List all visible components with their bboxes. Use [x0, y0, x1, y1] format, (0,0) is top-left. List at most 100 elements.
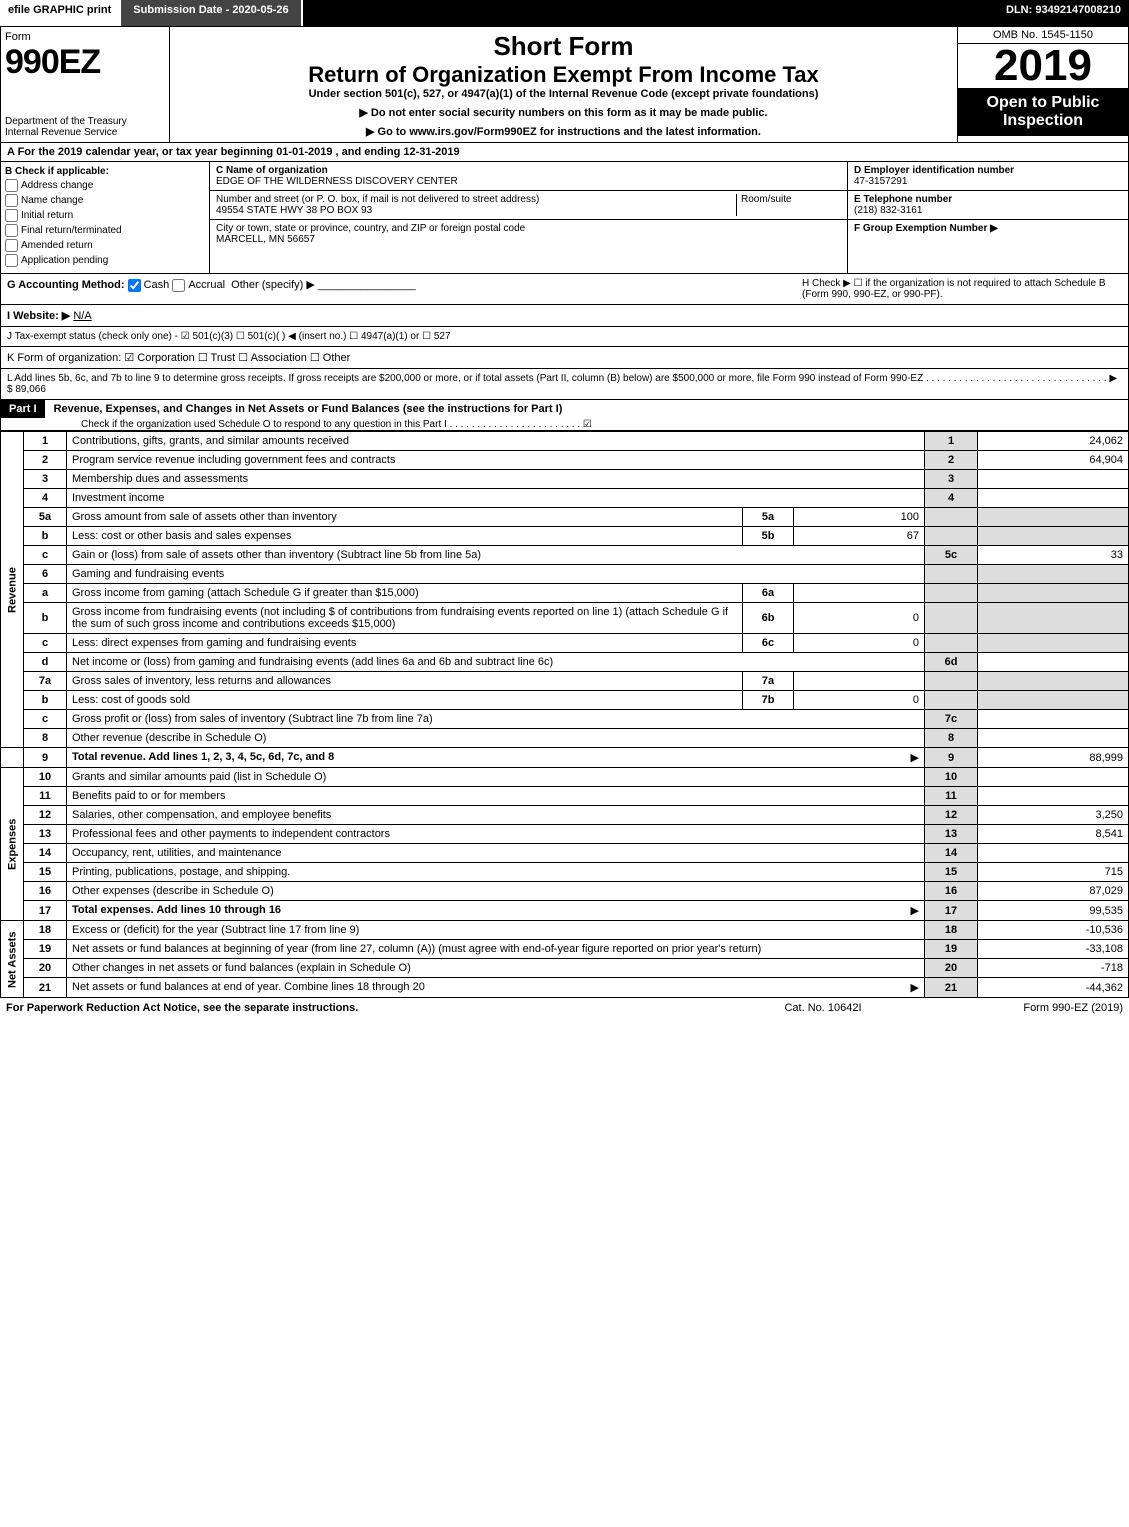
top-bar: efile GRAPHIC print Submission Date - 20… [0, 0, 1129, 26]
ein-value: 47-3157291 [854, 176, 907, 187]
line11-desc: Benefits paid to or for members [67, 787, 925, 806]
short-form-title: Short Form [174, 31, 953, 62]
g-label: G Accounting Method: [7, 279, 125, 291]
header-left: Form 990EZ Department of the Treasury In… [1, 27, 170, 142]
open-inspection: Open to Public Inspection [958, 88, 1128, 136]
tel-value: (218) 832-3161 [854, 205, 922, 216]
line21-amt: -44,362 [978, 978, 1129, 998]
line7a-desc: Gross sales of inventory, less returns a… [67, 672, 743, 691]
line6c-desc: Less: direct expenses from gaming and fu… [67, 634, 743, 653]
part1-bar: Part I [1, 400, 45, 418]
line15-desc: Printing, publications, postage, and shi… [67, 863, 925, 882]
chk-accrual[interactable] [172, 279, 185, 292]
return-title: Return of Organization Exempt From Incom… [174, 62, 953, 88]
tax-year: 2019 [958, 44, 1128, 88]
line12-desc: Salaries, other compensation, and employ… [67, 806, 925, 825]
line10-desc: Grants and similar amounts paid (list in… [67, 768, 925, 787]
line14-desc: Occupancy, rent, utilities, and maintena… [67, 844, 925, 863]
chk-initial-return[interactable]: Initial return [5, 209, 205, 222]
e-tel-label: E Telephone number [854, 194, 952, 205]
line3-amt [978, 470, 1129, 489]
part1-check: Check if the organization used Schedule … [1, 419, 592, 430]
line19-desc: Net assets or fund balances at beginning… [67, 940, 925, 959]
line13-amt: 8,541 [978, 825, 1129, 844]
expenses-section-label: Expenses [1, 768, 24, 921]
line5a-amt: 100 [794, 508, 925, 527]
line6b-desc: Gross income from fundraising events (no… [67, 603, 743, 634]
org-street: 49554 STATE HWY 38 PO BOX 93 [216, 205, 372, 216]
line-i: I Website: ▶ N/A [0, 305, 1129, 327]
line5b-desc: Less: cost or other basis and sales expe… [67, 527, 743, 546]
line12-amt: 3,250 [978, 806, 1129, 825]
line21-desc: Net assets or fund balances at end of ye… [67, 978, 925, 998]
line2-amt: 64,904 [978, 451, 1129, 470]
line16-amt: 87,029 [978, 882, 1129, 901]
part1-title: Revenue, Expenses, and Changes in Net As… [48, 400, 569, 418]
chk-amended-return[interactable]: Amended return [5, 239, 205, 252]
line15-amt: 715 [978, 863, 1129, 882]
header-right: OMB No. 1545-1150 2019 Open to Public In… [957, 27, 1128, 142]
form-table: Revenue 1 Contributions, gifts, grants, … [0, 431, 1129, 998]
line5b-amt: 67 [794, 527, 925, 546]
line-g-h: G Accounting Method: Cash Accrual Other … [0, 274, 1129, 305]
goto-link[interactable]: ▶ Go to www.irs.gov/Form990EZ for instru… [174, 125, 953, 138]
form-word: Form [5, 31, 165, 43]
header-mid: Short Form Return of Organization Exempt… [170, 27, 957, 142]
line19-amt: -33,108 [978, 940, 1129, 959]
line1-desc: Contributions, gifts, grants, and simila… [67, 432, 925, 451]
line4-desc: Investment income [72, 492, 164, 504]
line18-amt: -10,536 [978, 921, 1129, 940]
line6-desc: Gaming and fundraising events [67, 565, 925, 584]
line18-desc: Excess or (deficit) for the year (Subtra… [67, 921, 925, 940]
c-street-label: Number and street (or P. O. box, if mail… [216, 194, 539, 205]
line6b-amt: 0 [794, 603, 925, 634]
efile-label[interactable]: efile GRAPHIC print [0, 0, 119, 26]
f-group-label: F Group Exemption Number ▶ [854, 223, 998, 234]
line5a-desc: Gross amount from sale of assets other t… [67, 508, 743, 527]
section-c: C Name of organization EDGE OF THE WILDE… [210, 162, 847, 273]
revenue-section-label: Revenue [1, 432, 24, 748]
c-name-label: C Name of organization [216, 165, 328, 176]
b-label: B Check if applicable: [5, 166, 109, 177]
chk-cash[interactable] [128, 279, 141, 292]
section-b: B Check if applicable: Address change Na… [1, 162, 210, 273]
line17-desc: Total expenses. Add lines 10 through 16 … [67, 901, 925, 921]
section-a: A For the 2019 calendar year, or tax yea… [0, 143, 1129, 162]
line17-amt: 99,535 [978, 901, 1129, 921]
cat-no: Cat. No. 10642I [723, 1002, 923, 1014]
line-k: K Form of organization: ☑ Corporation ☐ … [0, 347, 1129, 369]
topbar-spacer [303, 0, 998, 26]
line4-amt [978, 489, 1129, 508]
line9-desc: Total revenue. Add lines 1, 2, 3, 4, 5c,… [67, 748, 925, 768]
line7b-amt: 0 [794, 691, 925, 710]
chk-name-change[interactable]: Name change [5, 194, 205, 207]
line20-amt: -718 [978, 959, 1129, 978]
line7c-desc: Gross profit or (loss) from sales of inv… [67, 710, 925, 729]
chk-application-pending[interactable]: Application pending [5, 254, 205, 267]
line8-desc: Other revenue (describe in Schedule O) [67, 729, 925, 748]
i-label: I Website: ▶ [7, 310, 70, 322]
form-number: 990EZ [5, 43, 165, 82]
line9-amt: 88,999 [978, 748, 1129, 768]
c-city-label: City or town, state or province, country… [216, 223, 525, 234]
line2-desc: Program service revenue including govern… [72, 454, 395, 466]
org-city: MARCELL, MN 56657 [216, 234, 315, 245]
under-section: Under section 501(c), 527, or 4947(a)(1)… [174, 88, 953, 100]
line5c-amt: 33 [978, 546, 1129, 565]
line7b-desc: Less: cost of goods sold [67, 691, 743, 710]
line6d-desc: Net income or (loss) from gaming and fun… [67, 653, 925, 672]
irs-label: Internal Revenue Service [5, 127, 127, 138]
line5c-desc: Gain or (loss) from sale of assets other… [67, 546, 925, 565]
form-header: Form 990EZ Department of the Treasury In… [0, 26, 1129, 143]
line6a-desc: Gross income from gaming (attach Schedul… [67, 584, 743, 603]
website-value: N/A [73, 310, 91, 322]
chk-address-change[interactable]: Address change [5, 179, 205, 192]
line3-desc: Membership dues and assessments [72, 473, 248, 485]
paperwork-notice: For Paperwork Reduction Act Notice, see … [6, 1002, 723, 1014]
line-j: J Tax-exempt status (check only one) - ☑… [0, 327, 1129, 347]
chk-final-return[interactable]: Final return/terminated [5, 224, 205, 237]
h-text: H Check ▶ ☐ if the organization is not r… [802, 278, 1122, 300]
org-name: EDGE OF THE WILDERNESS DISCOVERY CENTER [216, 176, 458, 187]
submission-date: Submission Date - 2020-05-26 [119, 0, 302, 26]
line13-desc: Professional fees and other payments to … [67, 825, 925, 844]
